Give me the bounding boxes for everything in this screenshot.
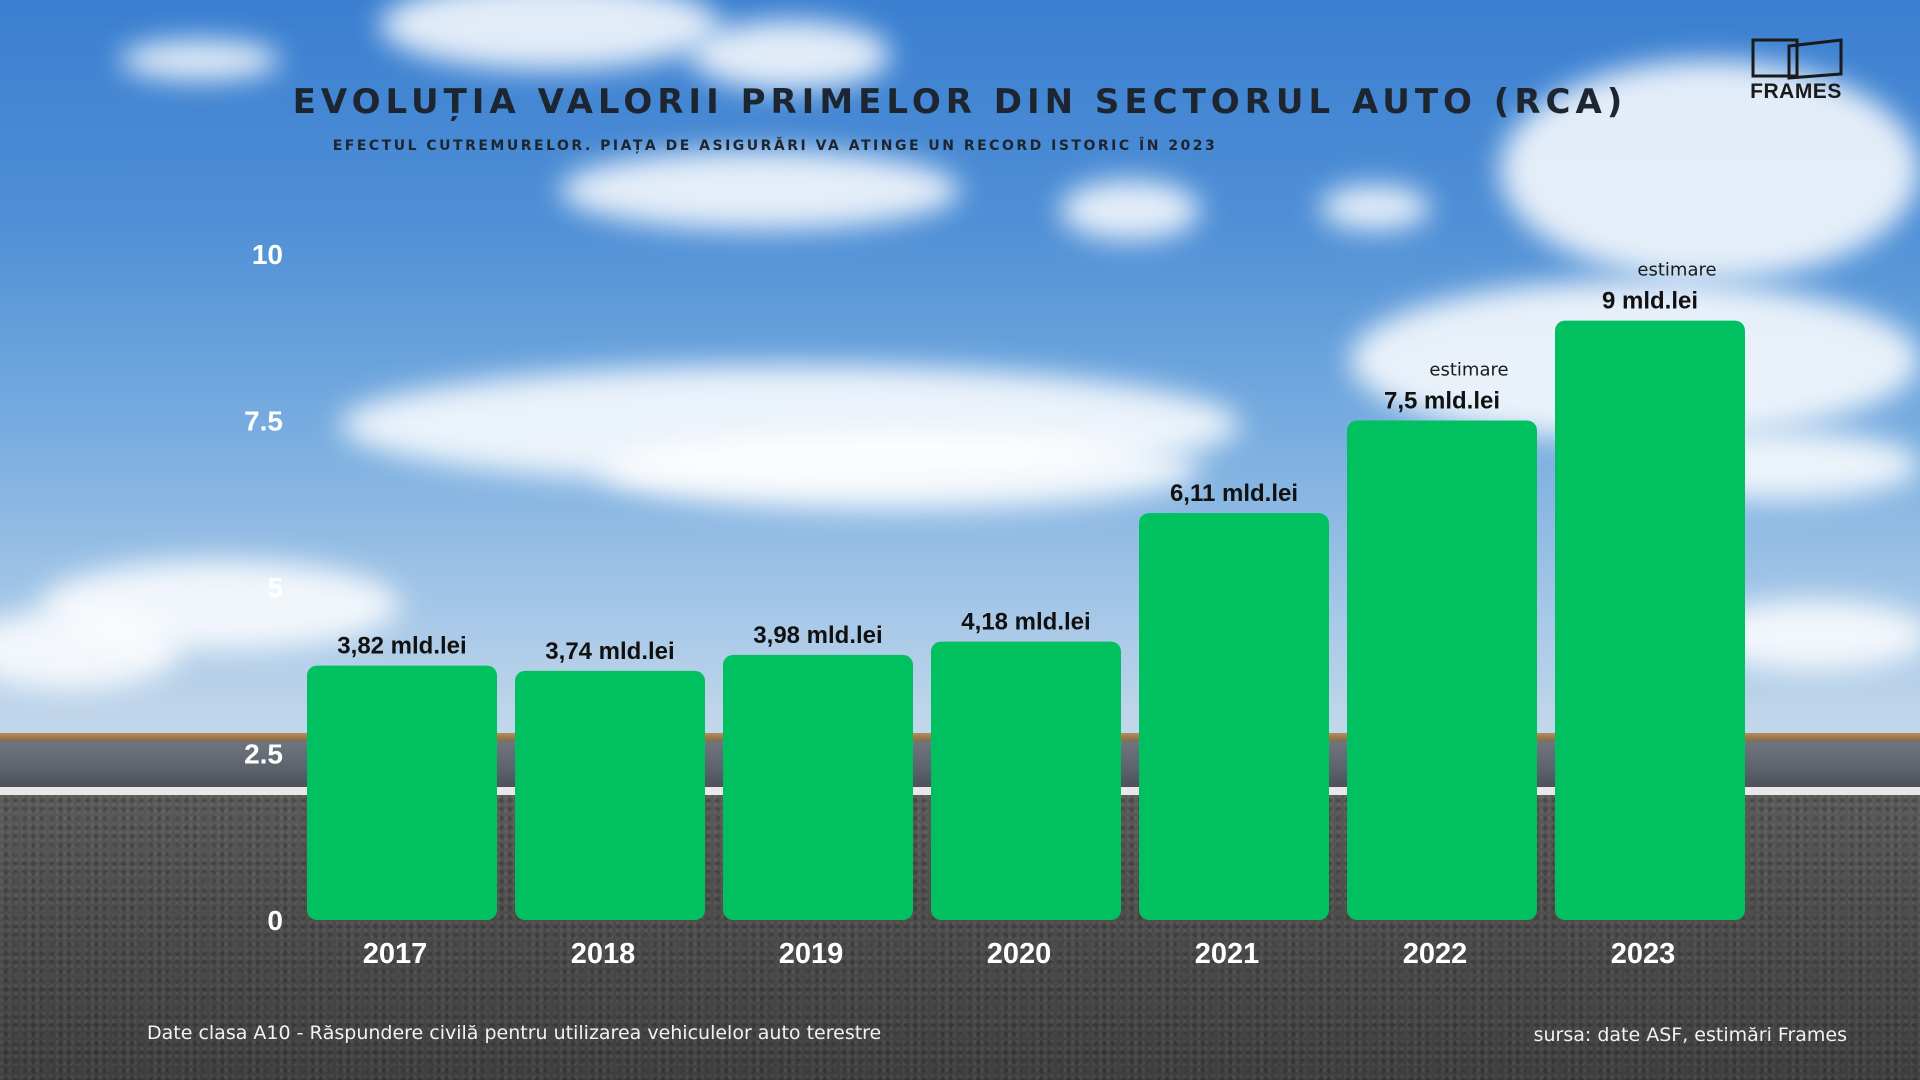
bar-2017 [307,665,497,920]
x-tick-label-2020: 2020 [987,938,1052,970]
annotation-2022: estimare [1429,360,1508,381]
chart-title: EVOLUȚIA VALORII PRIMELOR DIN SECTORUL A… [292,82,1628,122]
value-label-2021: 6,11 mld.lei [1170,480,1298,507]
x-tick-label-2022: 2022 [1403,938,1468,970]
bar-2020 [931,641,1121,920]
x-tick-label-2017: 2017 [363,938,428,970]
frames-logo-icon [1751,38,1843,80]
y-tick-label: 10 [252,239,283,270]
x-tick-label-2023: 2023 [1611,938,1676,970]
annotation-2023: estimare [1637,260,1716,281]
logo-text: FRAMES [1750,80,1842,103]
cloud-shape [600,430,1200,510]
annotations-group: estimare estimare [1429,260,1716,381]
bar-2018 [515,670,705,920]
value-label-2023: 9 mld.lei [1602,288,1698,315]
bar-2019 [723,654,913,920]
cloud-shape [1320,185,1430,230]
value-label-2022: 7,5 mld.lei [1384,388,1500,415]
bar-2023 [1555,320,1745,921]
cloud-shape [1500,60,1920,280]
cloud-shape [0,610,180,690]
cloud-shape [120,40,280,80]
y-tick-label: 0 [267,905,283,936]
y-tick-label: 2.5 [244,739,283,770]
y-tick-label: 7.5 [244,406,283,437]
x-tick-label-2018: 2018 [571,938,636,970]
chart-subtitle: EFECTUL CUTREMURELOR. PIAȚA DE ASIGURĂRI… [332,138,1218,154]
cloud-shape [560,150,960,230]
value-label-2017: 3,82 mld.lei [337,633,466,660]
bar-2022 [1347,420,1537,920]
value-label-2018: 3,74 mld.lei [545,638,674,665]
footnote-data-class: Date clasa A10 - Răspundere civilă pentr… [147,1022,882,1044]
data-labels-group: 3,82 mld.lei 3,74 mld.lei 3,98 mld.lei 4,18… [337,288,1698,665]
x-axis: 2017 2018 2019 2020 2021 2022 2023 [363,938,1676,970]
x-tick-label-2021: 2021 [1195,938,1260,970]
x-tick-label-2019: 2019 [779,938,844,970]
value-label-2020: 4,18 mld.lei [961,609,1090,636]
cloud-shape [690,20,890,90]
bars-group [307,320,1745,921]
cloud-shape [380,0,720,70]
bar-2021 [1139,513,1329,920]
y-tick-label: 5 [267,572,283,603]
value-label-2019: 3,98 mld.lei [753,622,882,649]
cloud-shape [1060,180,1200,240]
y-axis: 0 2.5 5 7.5 10 [244,239,283,936]
footnote-source: sursa: date ASF, estimări Frames [1533,1024,1847,1046]
